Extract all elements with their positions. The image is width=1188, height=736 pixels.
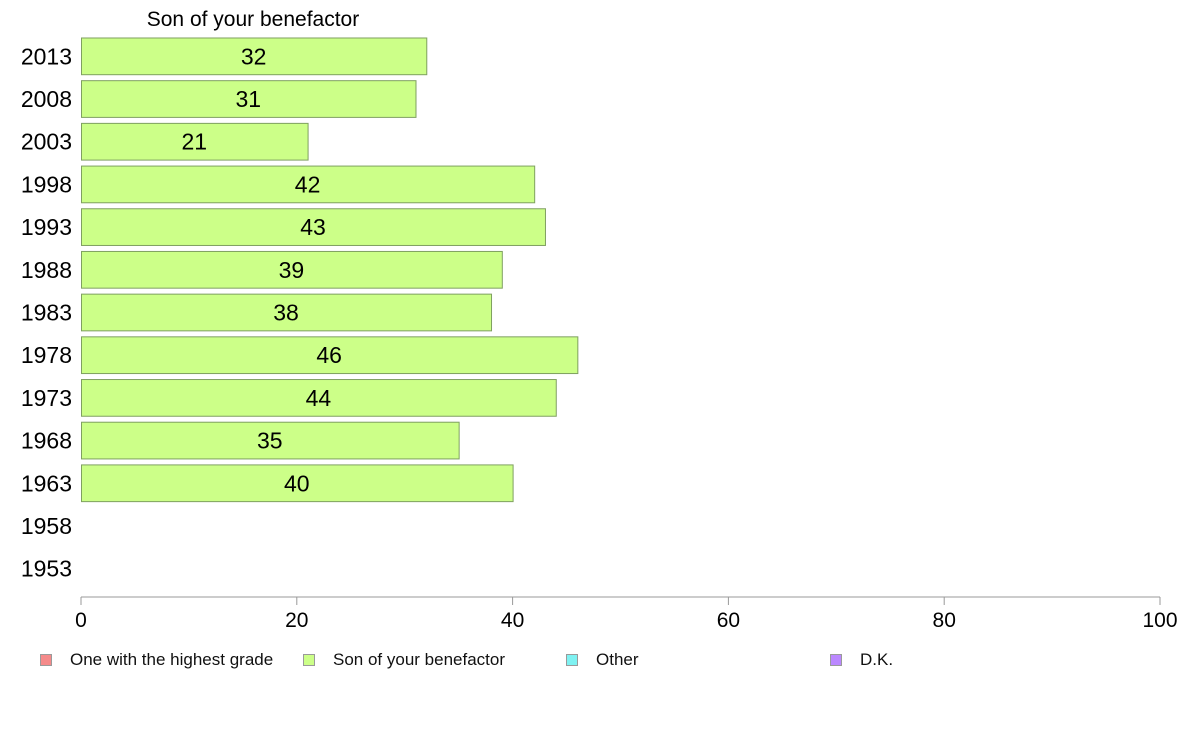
bar-1978 bbox=[81, 336, 579, 375]
x-tick-label-20: 20 bbox=[285, 609, 308, 632]
x-tick-label-0: 0 bbox=[75, 609, 87, 632]
y-tick-label-1963: 1963 bbox=[21, 470, 72, 496]
legend-swatch-son-of-benefactor bbox=[303, 654, 315, 666]
legend-swatch-highest-grade bbox=[40, 654, 52, 666]
bar-2008 bbox=[81, 80, 417, 118]
y-tick-label-1993: 1993 bbox=[21, 214, 72, 240]
data-label-2003: 21 bbox=[181, 129, 207, 155]
y-axis: 2013 2008 2003 1998 1993 1988 1983 1978 1973 1968… bbox=[21, 43, 72, 581]
y-tick-label-1953: 1953 bbox=[21, 556, 72, 582]
legend: One with the highest grade Son of your b… bbox=[0, 648, 1188, 672]
legend-item-son-of-benefactor: Son of your benefactor bbox=[303, 648, 505, 672]
legend-label-dk: D.K. bbox=[860, 650, 894, 669]
y-tick-label-2008: 2008 bbox=[21, 86, 72, 112]
bar-2013 bbox=[81, 37, 428, 76]
bar-1988 bbox=[81, 250, 503, 289]
data-label-1993: 43 bbox=[300, 214, 326, 240]
data-label-2013: 32 bbox=[241, 43, 267, 69]
bar-1998 bbox=[81, 165, 536, 204]
data-label-1988: 39 bbox=[279, 257, 305, 283]
data-label-1968: 35 bbox=[257, 428, 283, 454]
x-tick-label-40: 40 bbox=[501, 609, 524, 632]
y-tick-label-1983: 1983 bbox=[21, 300, 72, 326]
x-tick-label-60: 60 bbox=[717, 609, 740, 632]
y-tick-label-1988: 1988 bbox=[21, 257, 72, 283]
bar-2003 bbox=[81, 122, 309, 161]
bar-chart: Son of your benefactor 32 31 21 42 43 39 38 46 4… bbox=[21, 8, 1178, 632]
y-tick-label-1978: 1978 bbox=[21, 342, 72, 368]
legend-item-highest-grade: One with the highest grade bbox=[40, 648, 273, 672]
y-tick-label-2003: 2003 bbox=[21, 129, 72, 155]
legend-item-other: Other bbox=[566, 648, 639, 672]
legend-label-highest-grade: One with the highest grade bbox=[70, 650, 274, 669]
bar-1983 bbox=[81, 293, 493, 332]
legend-label-other: Other bbox=[596, 650, 639, 669]
legend-swatch-dk bbox=[830, 654, 842, 666]
y-tick-label-2013: 2013 bbox=[21, 43, 72, 69]
x-tick-label-100: 100 bbox=[1142, 609, 1177, 632]
bar-1973 bbox=[81, 379, 557, 417]
chart-title: Son of your benefactor bbox=[147, 8, 359, 31]
data-label-2008: 31 bbox=[235, 86, 261, 112]
y-tick-label-1973: 1973 bbox=[21, 385, 72, 411]
x-tick-label-80: 80 bbox=[933, 609, 956, 632]
data-label-1963: 40 bbox=[284, 470, 310, 496]
bar-1963 bbox=[81, 464, 514, 503]
y-tick-label-1998: 1998 bbox=[21, 171, 72, 197]
x-axis: 0 20 40 60 80 100 bbox=[75, 596, 1178, 632]
bar-1968 bbox=[81, 421, 460, 460]
data-label-1973: 44 bbox=[306, 385, 332, 411]
y-tick-label-1968: 1968 bbox=[21, 428, 72, 454]
legend-swatch-other bbox=[566, 654, 578, 666]
legend-label-son-of-benefactor: Son of your benefactor bbox=[333, 650, 506, 669]
bar-1993 bbox=[81, 208, 546, 246]
y-tick-label-1958: 1958 bbox=[21, 513, 72, 539]
data-label-1998: 42 bbox=[295, 171, 321, 197]
data-label-1983: 38 bbox=[273, 300, 299, 326]
data-label-1978: 46 bbox=[316, 342, 342, 368]
legend-item-dk: D.K. bbox=[830, 648, 893, 672]
